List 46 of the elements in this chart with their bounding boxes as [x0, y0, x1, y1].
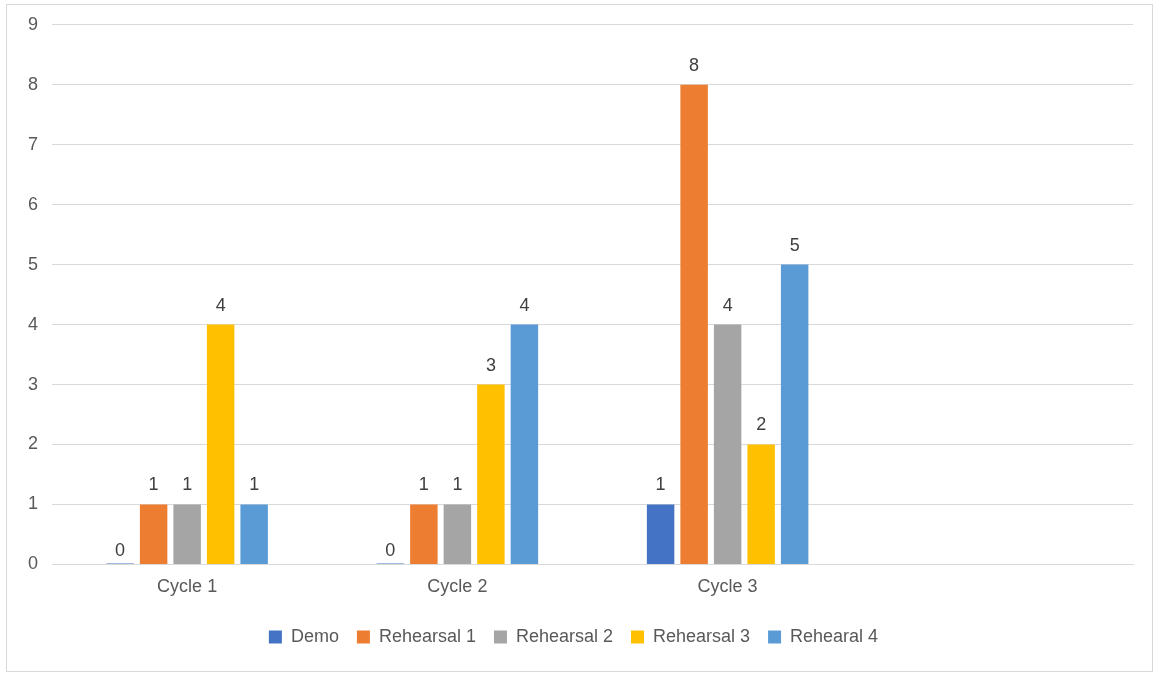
- bar: [443, 504, 472, 564]
- data-label: 1: [182, 474, 193, 495]
- legend-label: Rehearal 4: [790, 625, 879, 646]
- data-label: 4: [519, 294, 530, 315]
- bar: [780, 264, 809, 564]
- bar: [240, 504, 268, 564]
- bar: [510, 324, 539, 564]
- y-tick-label: 0: [28, 553, 39, 574]
- y-tick-label: 7: [28, 133, 39, 154]
- data-label: 0: [115, 540, 126, 561]
- data-label: 3: [485, 354, 496, 375]
- legend-label: Demo: [290, 625, 339, 646]
- legend-label: Rehearsal 2: [515, 625, 614, 646]
- data-label: 1: [655, 474, 666, 495]
- y-tick-label: 6: [28, 193, 39, 214]
- bar: [139, 504, 168, 564]
- y-tick-label: 1: [28, 493, 39, 514]
- y-tick-label: 2: [28, 433, 39, 454]
- data-label: 1: [418, 474, 429, 495]
- data-label: 4: [722, 294, 733, 315]
- data-label: 4: [215, 294, 226, 315]
- data-label: 8: [689, 54, 700, 75]
- bar: [646, 504, 675, 564]
- y-tick-label: 5: [28, 253, 39, 274]
- data-label: 1: [452, 474, 463, 495]
- bar: [410, 504, 438, 564]
- y-tick-label: 8: [28, 73, 39, 94]
- y-tick-label: 3: [28, 373, 39, 394]
- data-label: 2: [756, 414, 767, 435]
- bar: [173, 504, 201, 564]
- bar: [477, 384, 505, 564]
- bar: [713, 324, 742, 564]
- legend-label: Rehearsal 1: [378, 625, 476, 646]
- x-tick-label: Cycle 3: [697, 576, 758, 597]
- x-tick-label: Cycle 2: [427, 576, 488, 597]
- bar: [747, 444, 775, 564]
- data-label: 0: [385, 540, 396, 561]
- data-label: 1: [249, 474, 260, 495]
- data-label: 1: [148, 474, 159, 495]
- data-label: 5: [789, 234, 800, 255]
- y-tick-label: 9: [28, 13, 39, 34]
- legend-label: Rehearsal 3: [653, 625, 751, 646]
- x-tick-label: Cycle 1: [157, 576, 218, 597]
- bar: [680, 84, 708, 564]
- bar: [206, 324, 235, 564]
- y-tick-label: 4: [28, 313, 39, 334]
